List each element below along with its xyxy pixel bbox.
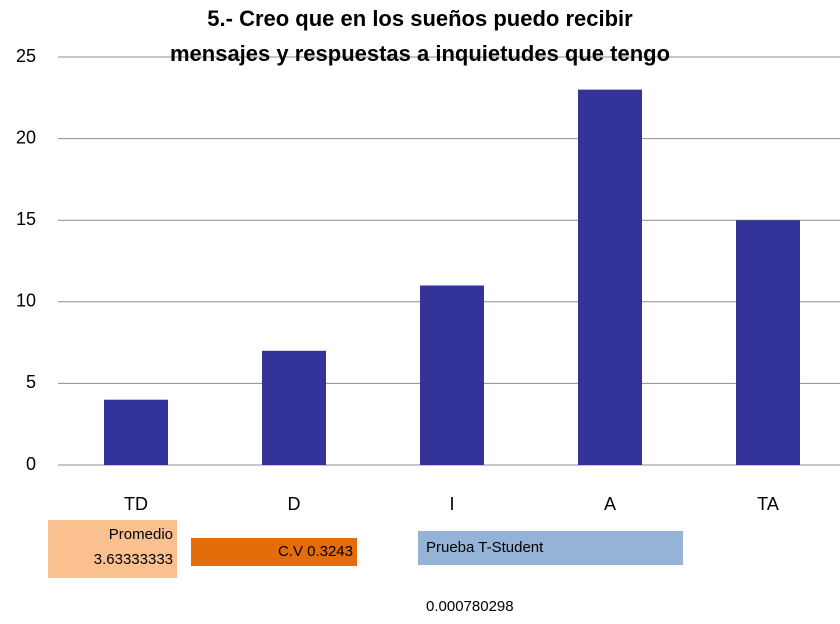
x-tick-label: I	[449, 494, 454, 514]
annotation-box: Prueba T-Student	[418, 531, 683, 565]
chart-title: 5.- Creo que en los sueños puedo recibir	[207, 6, 633, 31]
bar	[736, 220, 800, 465]
y-tick-label: 20	[16, 127, 36, 147]
bar	[578, 89, 642, 465]
y-tick-label: 10	[16, 291, 36, 311]
bar	[420, 285, 484, 465]
x-tick-label: A	[604, 494, 616, 514]
annotation-text: 0.000780298	[426, 598, 514, 615]
y-tick-label: 15	[16, 209, 36, 229]
bar	[262, 350, 326, 465]
y-tick-label: 5	[26, 372, 36, 392]
x-tick-label: TD	[124, 494, 148, 514]
y-tick-label: 25	[16, 46, 36, 66]
x-tick-label: D	[288, 494, 301, 514]
y-tick-label: 0	[26, 454, 36, 474]
annotation-box: C.V 0.3243	[191, 538, 357, 566]
bar	[104, 399, 168, 465]
chart-title: mensajes y respuestas a inquietudes que …	[170, 41, 670, 66]
annotation-box: Promedio 3.63333333	[48, 520, 177, 578]
x-tick-label: TA	[757, 494, 779, 514]
